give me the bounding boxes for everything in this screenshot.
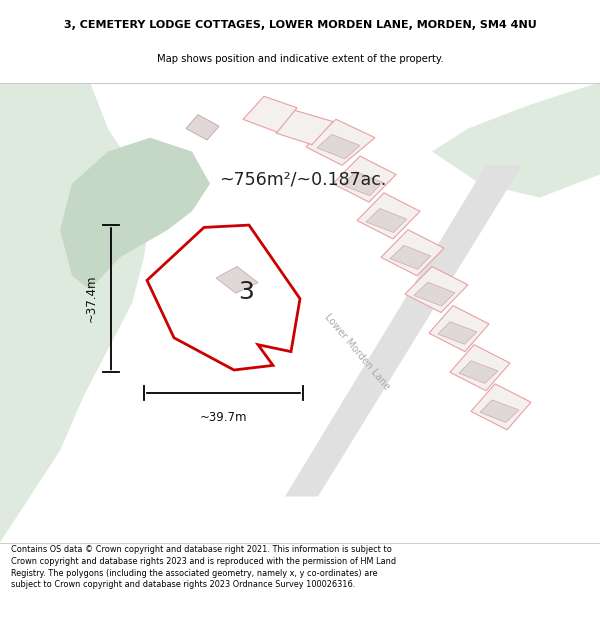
Polygon shape	[390, 246, 431, 269]
Polygon shape	[381, 230, 444, 276]
Polygon shape	[243, 96, 297, 132]
Polygon shape	[357, 193, 420, 239]
Text: ~756m²/~0.187ac.: ~756m²/~0.187ac.	[219, 170, 386, 188]
Polygon shape	[0, 82, 150, 542]
Polygon shape	[306, 119, 375, 165]
Polygon shape	[216, 266, 258, 293]
Text: ~39.7m: ~39.7m	[200, 411, 247, 424]
Polygon shape	[60, 138, 210, 289]
Polygon shape	[405, 266, 468, 312]
Polygon shape	[186, 115, 219, 140]
Polygon shape	[438, 322, 477, 344]
Polygon shape	[414, 282, 455, 306]
Text: Lower Morden Lane: Lower Morden Lane	[322, 312, 392, 391]
Text: ~37.4m: ~37.4m	[85, 275, 98, 322]
Text: 3: 3	[238, 280, 254, 304]
Text: Map shows position and indicative extent of the property.: Map shows position and indicative extent…	[157, 54, 443, 64]
Polygon shape	[480, 400, 519, 422]
Polygon shape	[429, 306, 489, 352]
Polygon shape	[342, 172, 383, 196]
Text: Contains OS data © Crown copyright and database right 2021. This information is : Contains OS data © Crown copyright and d…	[11, 545, 396, 589]
Polygon shape	[471, 384, 531, 430]
Polygon shape	[366, 209, 407, 232]
Polygon shape	[285, 165, 522, 496]
Text: 3, CEMETERY LODGE COTTAGES, LOWER MORDEN LANE, MORDEN, SM4 4NU: 3, CEMETERY LODGE COTTAGES, LOWER MORDEN…	[64, 20, 536, 30]
Polygon shape	[432, 82, 600, 198]
Polygon shape	[450, 345, 510, 391]
Polygon shape	[333, 156, 396, 202]
Polygon shape	[317, 134, 360, 159]
Polygon shape	[459, 361, 498, 383]
Polygon shape	[147, 225, 300, 370]
Polygon shape	[276, 110, 333, 144]
